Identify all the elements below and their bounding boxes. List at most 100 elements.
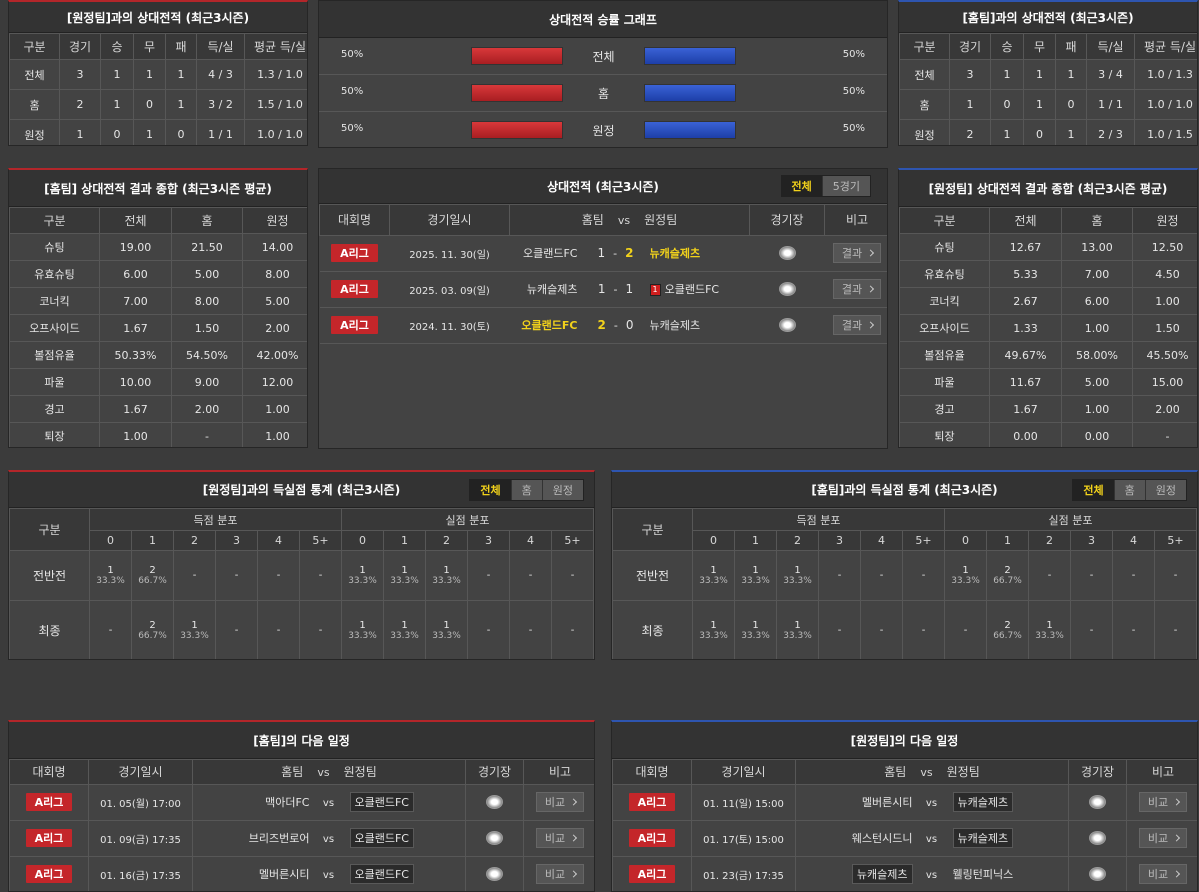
result-button[interactable]: 결과 [832,243,882,263]
schedule-cell: A리그 [9,783,89,821]
panel-title: 상대전적 승률 그래프 [319,1,887,38]
table-cell: 1.0 / 1.0 [1134,89,1197,120]
tab[interactable]: 전체 [781,176,822,196]
table-cell: 오프사이드 [899,314,990,342]
tab[interactable]: 원정 [1144,479,1186,500]
goal-cell: - [89,600,132,659]
table-cell: 1.00 [99,422,172,447]
header-row: 구분 경기 승 무 패 득/실 평균 득/실 [899,33,1197,60]
table-cell: 0 [1055,89,1087,120]
group-header: 실점 분포 [944,508,1197,531]
column-header: 홈 [171,207,243,234]
match-date: 01. 23(금) 17:35 [703,870,784,882]
column-header: 2 [425,530,468,551]
away-header: 원정팀 [946,765,980,779]
column-header: 1 [383,530,426,551]
tab[interactable]: 5경기 [821,176,870,196]
table-cell: 3 / 4 [1086,59,1135,90]
away-header: 원정팀 [644,213,678,227]
schedule-cell: 01. 17(토) 15:00 [691,819,796,857]
table-cell: 1 [1023,89,1056,120]
goal-cell: - [551,550,594,601]
table-cell: 오프사이드 [9,314,100,342]
tab[interactable]: 홈 [1113,479,1145,500]
goal-count: 1 [710,564,717,576]
column-header: 경기일시 [691,758,796,785]
match-cell: A리그 [319,270,390,308]
match-date: 01. 16(금) 17:35 [100,870,181,882]
table-row: 퇴장 1.00-1.00 [9,422,307,447]
compare-button[interactable]: 비교 [535,792,585,812]
away-score: 0 [625,318,634,332]
goal-percent: 33.3% [96,575,125,586]
tab[interactable]: 홈 [510,479,542,500]
schedule-cell: 멜버른시티 [192,855,314,891]
home-team: 오클랜드FC [523,247,578,260]
table-cell: 원정 [899,119,950,145]
tab[interactable]: 전체 [1073,479,1114,500]
column-header: 4 [1112,530,1155,551]
league-badge: A리그 [25,793,73,811]
table-cell: 1 / 1 [1086,89,1135,120]
table-cell: 1.50 [1132,314,1197,342]
goal-cell: - [173,550,216,601]
compare-button[interactable]: 비교 [1138,792,1188,812]
column-row: 0 1 2 3 4 5+ 0 1 2 3 4 5+ [613,530,1197,551]
goal-percent: 33.3% [390,630,419,641]
table-cell: 1.00 [242,422,307,447]
goal-count: 1 [401,564,408,576]
home-team: 뉴캐슬제츠 [526,283,578,296]
vs-header: vs [920,766,933,779]
header-row: 대회명 경기일시 홈팀 vs 원정팀 경기장 비고 [319,203,887,236]
goal-cell: - [215,600,258,659]
table-cell: 58.00% [1061,341,1133,369]
match-cell: 뉴캐슬제츠 [649,234,750,272]
compare-button[interactable]: 비교 [1138,828,1188,848]
table-row: 원정 2 1 0 1 2 / 3 1.0 / 1.5 [899,119,1197,145]
goal-count: 1 [794,619,801,631]
table-row: 유효슈팅 5.33 7.00 4.50 [899,260,1197,288]
column-header: 무 [1023,33,1056,60]
goal-cell: - [1154,550,1197,601]
schedule-table: 대회명 경기일시 홈팀 vs 원정팀 경기장 비고 A리그 01. 05(월) 17:00 맥아더… [9,758,594,891]
schedule-cell: 01. 05(월) 17:00 [88,783,193,821]
table-cell: 경고 [899,395,990,423]
table-row: 유효슈팅 6.00 5.00 8.00 [9,260,307,288]
away-rate-label: 50% [842,86,865,97]
goal-count: 2 [1004,564,1011,576]
compare-button[interactable]: 비교 [535,864,585,884]
goal-cell: 2 66.7% [131,600,174,659]
column-header: 2 [173,530,216,551]
column-header: 비고 [824,203,887,236]
home-team: 브리즈번로어 [248,832,310,845]
table-row: 전체 3 1 1 1 4 / 3 1.3 / 1.0 [9,59,307,90]
schedule-cell: 01. 16(금) 17:35 [88,855,193,891]
result-button[interactable]: 결과 [832,279,882,299]
stat-table: 구분 전체 홈 원정 슈팅 19.00 21.50 14.00 유효슈팅 6.00 5.00 8.00… [9,207,307,447]
table-cell: 1.67 [989,395,1062,423]
schedule-cell: vs [313,819,344,857]
goal-cell: 2 66.7% [986,600,1029,659]
result-button[interactable]: 결과 [832,315,882,335]
schedule-cell: 뉴캐슬제츠 [946,783,1069,821]
table-cell: 0 [990,89,1024,120]
table-cell: 13.00 [1061,233,1133,261]
vs-label: vs [925,869,938,881]
panel: 상대전적 (최근3시즌) 전체 5경기 대회명 경기일시 홈팀 vs 원정팀 경기장 비고 A리그 2… [318,168,888,449]
compare-button[interactable]: 비교 [1138,864,1188,884]
table-cell: 45.50% [1132,341,1197,369]
column-header: 4 [860,530,903,551]
goal-percent: 33.3% [741,575,770,586]
score-separator: - [613,319,618,332]
home-rate-bar [471,121,563,139]
tab[interactable]: 전체 [470,479,511,500]
tab[interactable]: 원정 [541,479,583,500]
column-header: 3 [467,530,510,551]
table-cell: 1 [165,59,197,90]
table-cell: 1 [990,59,1024,90]
schedule-cell: A리그 [9,855,89,891]
compare-button[interactable]: 비교 [535,828,585,848]
goal-cell: - [551,600,594,659]
home-team: 웨스턴시드니 [851,832,913,845]
